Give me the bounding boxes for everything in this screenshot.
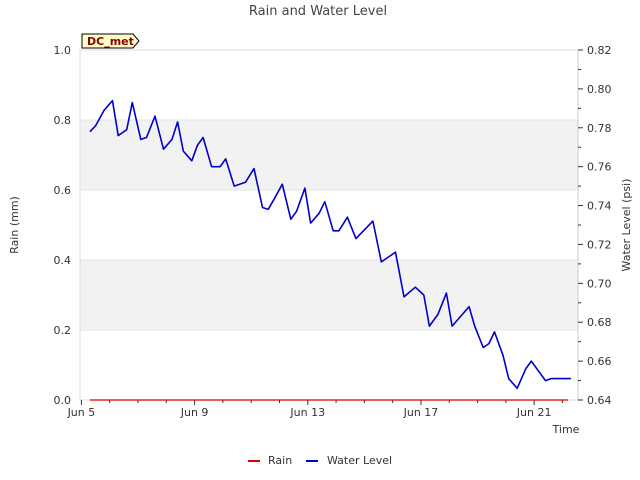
plot-background-bands xyxy=(80,49,578,401)
left-tick-label: 0.2 xyxy=(54,324,72,337)
x-axis: Jun 5 Jun 9 Jun 13 Jun 17 Jun 21 xyxy=(67,400,563,419)
left-tick-label: 0.0 xyxy=(54,394,72,407)
legend-rain-label[interactable]: Rain xyxy=(268,454,292,467)
data-series xyxy=(89,99,571,401)
left-tick-label: 1.0 xyxy=(54,44,72,57)
right-tick-label: 0.66 xyxy=(587,355,612,368)
x-tick-label: Jun 13 xyxy=(289,406,325,419)
left-tick-label: 0.8 xyxy=(54,114,72,127)
left-y-axis: 0.0 0.2 0.4 0.6 0.8 1.0 xyxy=(54,44,72,407)
right-tick-label: 0.70 xyxy=(587,277,612,290)
shaded-band xyxy=(80,260,578,330)
left-tick-label: 0.4 xyxy=(54,254,72,267)
right-tick-label: 0.68 xyxy=(587,316,612,329)
x-tick-label: Jun 5 xyxy=(67,406,96,419)
right-tick-label: 0.74 xyxy=(587,200,612,213)
x-tick-label: Jun 9 xyxy=(180,406,209,419)
site-label-tag[interactable]: DC_met xyxy=(81,33,140,49)
x-tick-label: Jun 17 xyxy=(403,406,439,419)
water-level-series-line[interactable] xyxy=(89,99,571,390)
right-tick-label: 0.76 xyxy=(587,161,612,174)
shaded-band xyxy=(80,120,578,190)
left-tick-label: 0.6 xyxy=(54,184,72,197)
x-axis-title: Time xyxy=(552,423,580,436)
left-axis-title: Rain (mm) xyxy=(8,196,21,254)
right-tick-label: 0.78 xyxy=(587,122,612,135)
site-label-text: DC_met xyxy=(87,35,134,48)
right-tick-label: 0.64 xyxy=(587,394,612,407)
chart-title: Rain and Water Level xyxy=(249,4,387,19)
legend: Rain Water Level xyxy=(248,454,392,467)
right-tick-label: 0.72 xyxy=(587,238,612,251)
site-label-box xyxy=(81,33,140,49)
legend-water-level-label[interactable]: Water Level xyxy=(327,454,392,467)
right-y-axis: 0.64 0.66 0.68 0.70 0.72 0.74 0.76 0.78 0.80 0.82 xyxy=(577,44,612,407)
right-tick-label: 0.82 xyxy=(587,44,612,57)
right-tick-label: 0.80 xyxy=(587,83,612,96)
right-axis-title: Water Level (psi) xyxy=(620,179,633,272)
x-tick-label: Jun 21 xyxy=(516,406,552,419)
